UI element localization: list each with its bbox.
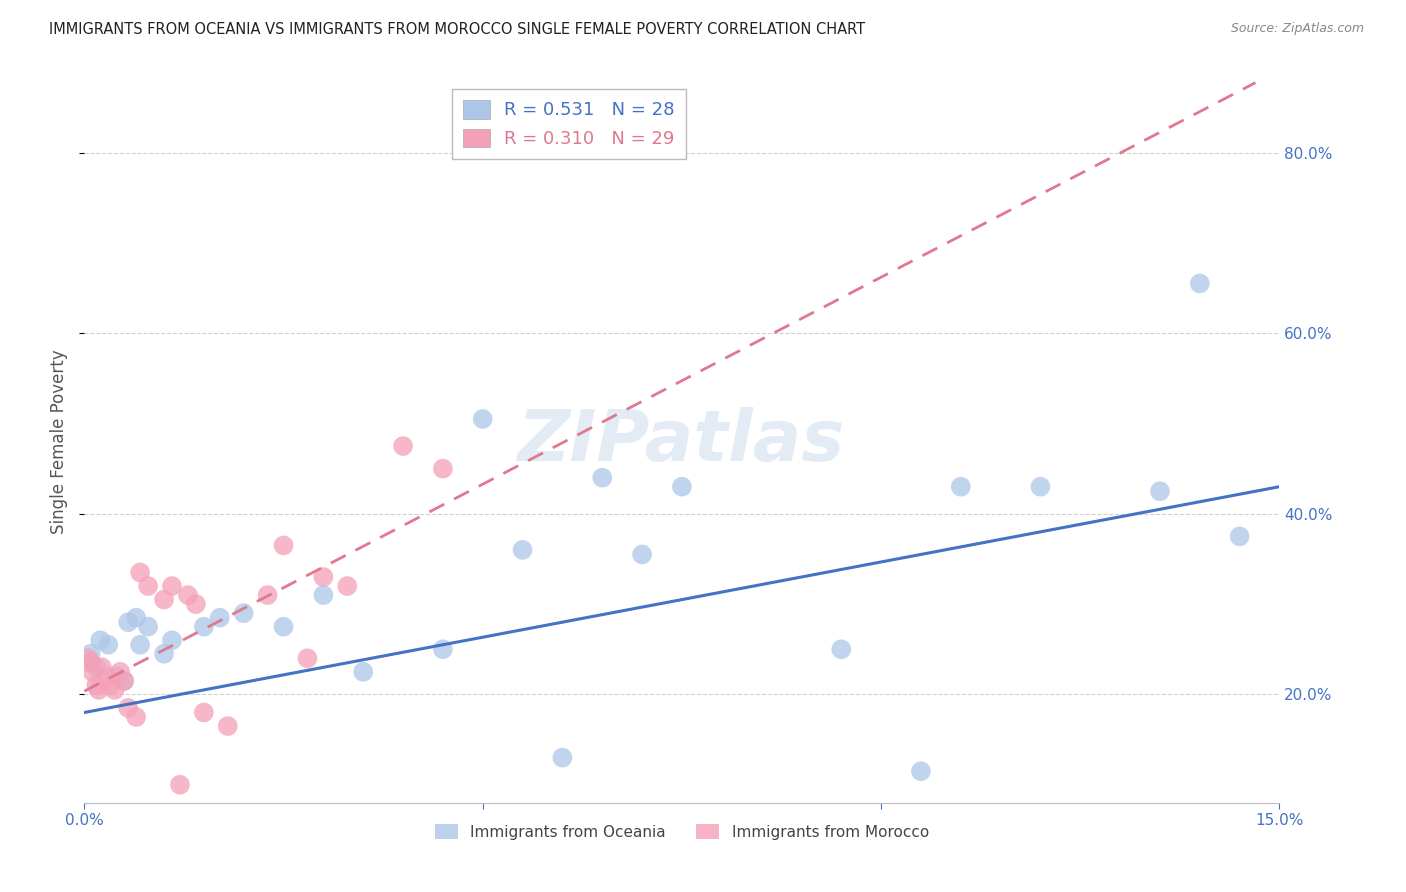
Point — [125, 610, 148, 624]
Point — [169, 778, 191, 792]
Point — [336, 579, 359, 593]
Point — [312, 588, 335, 602]
Point — [671, 480, 693, 494]
Point — [273, 538, 295, 552]
Point — [160, 579, 183, 593]
Point — [208, 610, 231, 624]
Point — [312, 570, 335, 584]
Text: Source: ZipAtlas.com: Source: ZipAtlas.com — [1230, 22, 1364, 36]
Point — [193, 706, 215, 720]
Point — [125, 710, 148, 724]
Point — [471, 412, 494, 426]
Point — [112, 673, 135, 688]
Point — [193, 620, 215, 634]
Point — [352, 665, 374, 679]
Text: ZIPatlas: ZIPatlas — [519, 407, 845, 476]
Point — [112, 673, 135, 688]
Point — [98, 678, 121, 692]
Point — [392, 439, 415, 453]
Point — [86, 678, 108, 692]
Point — [129, 638, 152, 652]
Y-axis label: Single Female Poverty: Single Female Poverty — [51, 350, 69, 533]
Text: IMMIGRANTS FROM OCEANIA VS IMMIGRANTS FROM MOROCCO SINGLE FEMALE POVERTY CORRELA: IMMIGRANTS FROM OCEANIA VS IMMIGRANTS FR… — [49, 22, 865, 37]
Point — [110, 665, 132, 679]
Point — [97, 638, 120, 652]
Point — [177, 588, 200, 602]
Point — [256, 588, 278, 602]
Point — [830, 642, 852, 657]
Point — [910, 764, 932, 779]
Point — [117, 615, 139, 630]
Point — [1188, 277, 1211, 291]
Point — [87, 682, 110, 697]
Point — [232, 606, 254, 620]
Point — [136, 579, 159, 593]
Point — [90, 660, 112, 674]
Point — [82, 665, 104, 679]
Point — [136, 620, 159, 634]
Point — [80, 647, 103, 661]
Point — [184, 597, 207, 611]
Legend: Immigrants from Oceania, Immigrants from Morocco: Immigrants from Oceania, Immigrants from… — [429, 818, 935, 846]
Point — [86, 660, 108, 674]
Point — [217, 719, 239, 733]
Point — [77, 651, 100, 665]
Point — [1149, 484, 1171, 499]
Point — [160, 633, 183, 648]
Point — [105, 669, 128, 683]
Point — [591, 470, 613, 484]
Point — [432, 461, 454, 475]
Point — [432, 642, 454, 657]
Point — [96, 669, 118, 683]
Point — [1029, 480, 1052, 494]
Point — [297, 651, 319, 665]
Point — [129, 566, 152, 580]
Point — [273, 620, 295, 634]
Point — [631, 548, 654, 562]
Point — [89, 633, 111, 648]
Point — [104, 682, 127, 697]
Point — [551, 750, 574, 764]
Point — [1229, 529, 1251, 543]
Point — [117, 701, 139, 715]
Point — [153, 647, 176, 661]
Point — [512, 542, 534, 557]
Point — [949, 480, 972, 494]
Point — [80, 656, 103, 670]
Point — [153, 592, 176, 607]
